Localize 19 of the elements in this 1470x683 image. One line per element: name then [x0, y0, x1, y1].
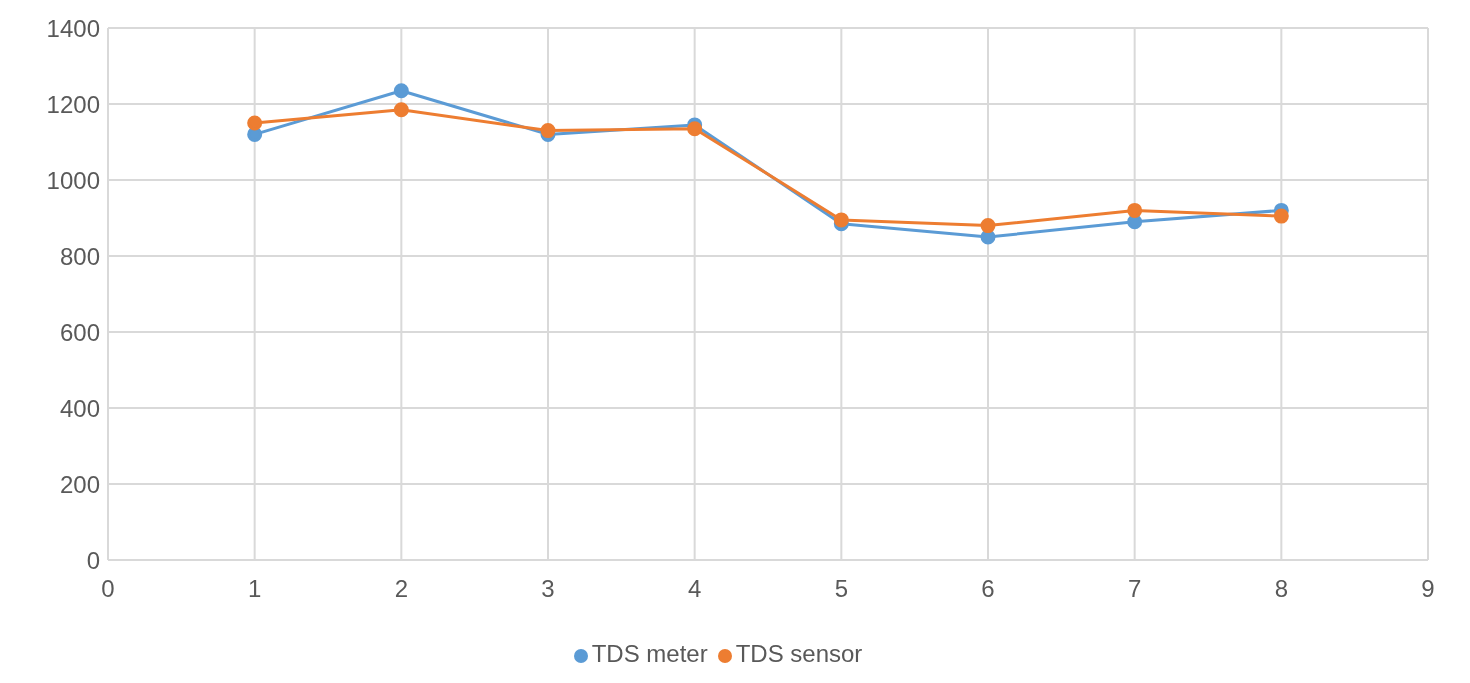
- x-tick-label: 3: [541, 575, 555, 603]
- y-tick-label: 1400: [46, 14, 100, 42]
- y-tick-label: 400: [59, 394, 100, 422]
- x-tick-label: 7: [1127, 575, 1142, 603]
- y-tick-label: 0: [86, 546, 100, 574]
- x-tick-label: 8: [1274, 575, 1289, 603]
- legend-label: TDS sensor: [735, 640, 863, 667]
- x-tick-label: 9: [1421, 575, 1435, 603]
- x-tick-label: 6: [981, 575, 995, 603]
- x-tick-label: 2: [394, 575, 409, 603]
- y-tick-label: 800: [59, 242, 100, 270]
- x-tick-label: 4: [687, 575, 702, 603]
- legend-label: TDS meter: [591, 640, 708, 667]
- y-tick-label: 600: [59, 318, 100, 346]
- y-tick-label: 1000: [46, 166, 100, 194]
- x-tick-label: 5: [834, 575, 849, 603]
- y-tick-label: 1200: [46, 90, 100, 118]
- y-tick-label: 200: [59, 470, 100, 498]
- x-tick-label: 1: [247, 575, 262, 603]
